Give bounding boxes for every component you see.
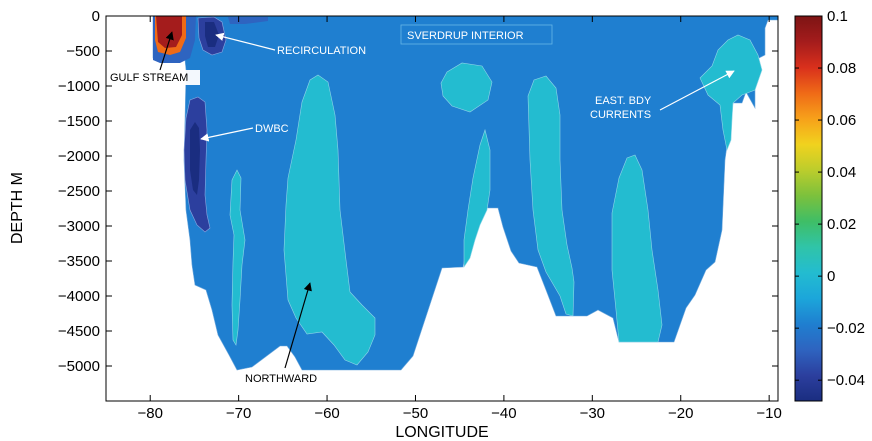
y-tick-label: −1000 bbox=[58, 78, 100, 95]
colorbar-tick-label: 0.1 bbox=[827, 8, 848, 25]
gulf-stream-label-bg bbox=[107, 70, 200, 85]
recirculation-label: RECIRCULATION bbox=[277, 45, 366, 57]
recirculation-arrow bbox=[215, 32, 276, 51]
northward-lobe-east bbox=[527, 75, 575, 317]
colorbar-tick-label: −0.02 bbox=[827, 320, 865, 337]
x-tick-label: −50 bbox=[403, 405, 428, 422]
northward-lobe-mid bbox=[440, 62, 493, 113]
colorbar-tick-label: 0.02 bbox=[827, 216, 856, 233]
east-bdy-label-2: CURRENTS bbox=[590, 109, 651, 121]
northward-arrow bbox=[284, 282, 312, 369]
x-tick-label: −40 bbox=[491, 405, 516, 422]
colorbar-tick-label: 0.08 bbox=[827, 60, 856, 77]
y-tick-label: −1500 bbox=[58, 113, 100, 130]
colorbar-tick-label: 0.04 bbox=[827, 164, 856, 181]
x-tick-label: −20 bbox=[668, 405, 693, 422]
colorbar-tick-label: −0.04 bbox=[827, 372, 865, 389]
dwbc-core bbox=[190, 122, 200, 195]
y-axis-ticks: 0 −500 −1000 −1500 −2000 −2500 −3000 −3500 −4000… bbox=[58, 8, 778, 375]
x-tick-label: −70 bbox=[226, 405, 251, 422]
colorbar-tick-label: 0.06 bbox=[827, 112, 856, 129]
narrow-western-lobe bbox=[229, 169, 246, 346]
dwbc-arrow bbox=[200, 127, 254, 142]
x-axis-label: LONGITUDE bbox=[395, 424, 488, 441]
x-axis-ticks: −80 −70 −60 −50 −40 −30 −20 −10 bbox=[137, 16, 782, 422]
plot-frame bbox=[105, 15, 779, 402]
x-tick-label: −10 bbox=[756, 405, 781, 422]
east-bdy-label-1: EAST. BDY bbox=[595, 95, 652, 107]
sverdrup-label: SVERDRUP INTERIOR bbox=[407, 30, 524, 42]
x-tick-label: −60 bbox=[314, 405, 339, 422]
y-tick-label: −5000 bbox=[58, 358, 100, 375]
y-tick-label: 0 bbox=[92, 8, 100, 25]
sverdrup-label-box bbox=[400, 24, 553, 45]
northward-lobe-ridge bbox=[463, 128, 491, 268]
east-boundary-region bbox=[699, 34, 763, 152]
annotations: GULF STREAM RECIRCULATION SVERDRUP INTER… bbox=[107, 24, 735, 385]
y-tick-label: −2000 bbox=[58, 148, 100, 165]
northward-label: NORTHWARD bbox=[245, 373, 317, 385]
y-tick-label: −4500 bbox=[58, 323, 100, 340]
y-tick-label: −500 bbox=[66, 43, 100, 60]
y-axis-label: DEPTH M bbox=[9, 172, 26, 244]
shallow-blue-strip bbox=[228, 17, 268, 24]
gulf-stream-label: GULF STREAM bbox=[110, 72, 188, 84]
y-tick-label: −3500 bbox=[58, 253, 100, 270]
colorbar bbox=[794, 15, 823, 402]
x-tick-label: −80 bbox=[137, 405, 162, 422]
east-bdy-arrow bbox=[659, 70, 735, 111]
y-tick-label: −2500 bbox=[58, 183, 100, 200]
x-tick-label: −30 bbox=[580, 405, 605, 422]
gulf-stream-arrow bbox=[159, 31, 174, 71]
colorbar-ticks: 0.1 0.08 0.06 0.04 0.02 0 −0.02 −0.04 bbox=[795, 8, 865, 389]
northward-lobe-far-east bbox=[611, 154, 663, 343]
dwbc-label: DWBC bbox=[255, 123, 289, 135]
y-tick-label: −4000 bbox=[58, 288, 100, 305]
colorbar-tick-label: 0 bbox=[827, 268, 835, 285]
y-tick-label: −3000 bbox=[58, 218, 100, 235]
